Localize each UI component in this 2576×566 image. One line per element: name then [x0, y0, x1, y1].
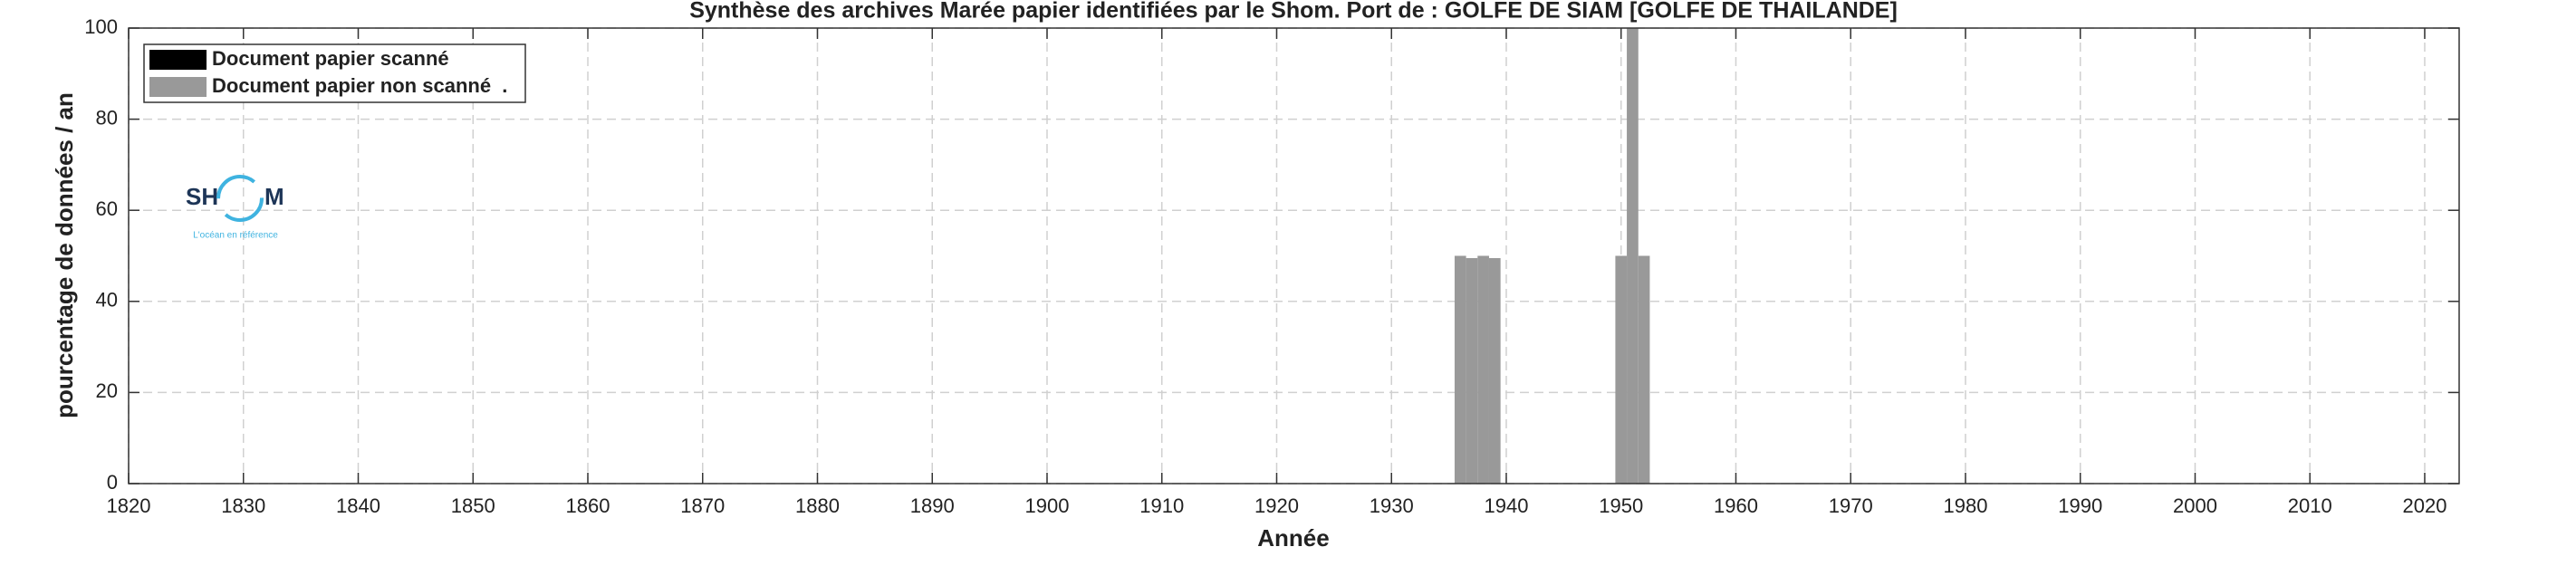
x-tick-label: 1920	[1254, 494, 1299, 517]
chart-title: Synthèse des archives Marée papier ident…	[689, 0, 1898, 24]
x-tick-label: 1910	[1139, 494, 1184, 517]
y-tick-label: 100	[84, 15, 118, 38]
bar	[1627, 28, 1639, 484]
x-tick-label: 1900	[1025, 494, 1070, 517]
x-tick-label: 2010	[2288, 494, 2332, 517]
x-tick-label: 1990	[2058, 494, 2102, 517]
bar	[1488, 258, 1501, 484]
logo-text: SH	[186, 183, 218, 210]
x-tick-label: 1820	[107, 494, 151, 517]
axes-box	[128, 27, 2460, 484]
legend-label: Document papier scanné	[212, 47, 449, 70]
x-tick-label: 2020	[2402, 494, 2446, 517]
x-tick-label: 1970	[1829, 494, 1873, 517]
x-tick-label: 1940	[1485, 494, 1529, 517]
x-tick-label: 1950	[1599, 494, 1643, 517]
y-tick-label: 40	[96, 289, 118, 312]
x-tick-label: 1960	[1714, 494, 1758, 517]
x-tick-label: 1860	[566, 494, 610, 517]
x-tick-label: 1850	[451, 494, 495, 517]
legend-box	[143, 43, 526, 103]
x-tick-label: 1930	[1370, 494, 1414, 517]
x-tick-label: 1880	[795, 494, 840, 517]
bar	[1466, 258, 1478, 484]
legend-swatch	[149, 77, 207, 97]
y-axis-label: pourcentage de données / an	[51, 92, 78, 418]
y-tick-label: 80	[96, 106, 118, 129]
y-tick-label: 20	[96, 379, 118, 402]
legend-swatch	[149, 50, 207, 70]
y-tick-label: 0	[107, 471, 118, 494]
x-tick-label: 2000	[2173, 494, 2217, 517]
logo-ring	[216, 175, 264, 222]
legend: Document papier scanné Document papier no…	[143, 43, 526, 103]
logo-tagline: L'océan en référence	[193, 231, 278, 241]
x-tick-label: 1980	[1944, 494, 1988, 517]
x-tick-label: 1840	[336, 494, 380, 517]
bar	[1638, 255, 1650, 484]
bar	[1615, 255, 1628, 484]
logo: SH M L'océan en référence	[186, 175, 284, 241]
bar	[1454, 255, 1466, 484]
x-tick-label: 1830	[221, 494, 265, 517]
x-tick-label: 1890	[910, 494, 955, 517]
x-axis-label: Année	[1257, 524, 1329, 552]
bar	[1477, 255, 1489, 484]
y-tick-label: 60	[96, 197, 118, 220]
x-tick-label: 1870	[680, 494, 725, 517]
legend-label: Document papier non scanné .	[212, 74, 507, 97]
logo-text: M	[264, 183, 284, 210]
